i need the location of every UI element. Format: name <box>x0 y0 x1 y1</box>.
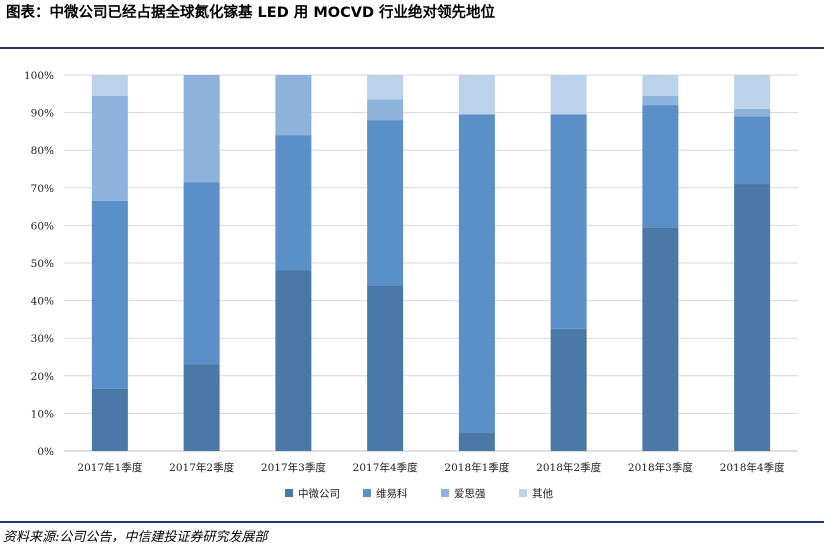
y-tick-label: 0% <box>37 446 54 458</box>
bar-segment <box>550 75 587 115</box>
y-tick-label: 50% <box>31 258 54 270</box>
top-divider <box>0 47 824 49</box>
y-tick-label: 80% <box>31 145 54 157</box>
bar-segment <box>275 75 312 136</box>
bar-segment <box>734 184 771 452</box>
bar-segment <box>458 75 495 115</box>
stacked-bar-chart: 0% 10% 20% 30% 40% 50% 60% 70% 80% 90% 100% 2017年1季… <box>24 70 798 500</box>
bar-segment <box>734 75 771 109</box>
bar-segment <box>183 364 220 451</box>
y-tick-label: 10% <box>31 408 54 420</box>
source-note: 资料来源:公司公告，中信建投证券研究发展部 <box>3 530 268 545</box>
chart-title: 图表：中微公司已经占据全球氮化镓基 LED 用 MOCVD 行业绝对领先地位 <box>6 5 496 21</box>
legend-swatch <box>285 489 293 497</box>
x-tick-label: 2018年4季度 <box>720 461 785 474</box>
legend-label: 中微公司 <box>298 487 340 500</box>
bar-segment <box>642 95 679 106</box>
bar-segment <box>183 182 220 365</box>
y-tick-label: 40% <box>31 296 54 308</box>
y-tick-label: 30% <box>31 333 54 345</box>
x-tick-label: 2017年1季度 <box>77 461 142 474</box>
bar-segment <box>91 388 128 451</box>
bar-segment <box>550 328 587 451</box>
bottom-divider <box>0 521 824 523</box>
bar-segment <box>91 200 128 389</box>
bar-segment <box>642 75 679 96</box>
y-tick-label: 100% <box>24 70 54 82</box>
legend-label: 维易科 <box>376 487 408 500</box>
legend-label: 其他 <box>532 487 553 500</box>
y-tick-label: 90% <box>31 108 54 120</box>
y-tick-label: 20% <box>31 371 54 383</box>
bar-segment <box>458 432 495 451</box>
legend-swatch <box>441 489 449 497</box>
bar-segment <box>91 75 128 96</box>
y-tick-label: 70% <box>31 183 54 195</box>
legend-swatch <box>363 489 371 497</box>
bar-segment <box>367 75 404 100</box>
bar-segment <box>458 114 495 433</box>
bar-segment <box>367 120 404 286</box>
bar-segment <box>550 114 587 329</box>
x-tick-label: 2017年3季度 <box>261 461 326 474</box>
x-tick-label: 2017年2季度 <box>169 461 234 474</box>
bar-segment <box>367 285 404 451</box>
x-tick-label: 2017年4季度 <box>353 461 418 474</box>
legend-label: 爱思强 <box>454 487 486 500</box>
bar-segment <box>275 135 312 271</box>
bar-segment <box>642 105 679 228</box>
bar-segment <box>183 75 220 183</box>
bar-segment <box>734 108 771 117</box>
bar-segment <box>275 270 312 451</box>
bar-segment <box>734 116 771 185</box>
x-tick-label: 2018年1季度 <box>444 461 509 474</box>
x-tick-label: 2018年2季度 <box>536 461 601 474</box>
x-tick-label: 2018年3季度 <box>628 461 693 474</box>
legend-swatch <box>519 489 527 497</box>
bar-segment <box>91 95 128 201</box>
y-tick-label: 60% <box>31 220 54 232</box>
bar-segment <box>367 99 404 121</box>
bar-segment <box>642 227 679 451</box>
